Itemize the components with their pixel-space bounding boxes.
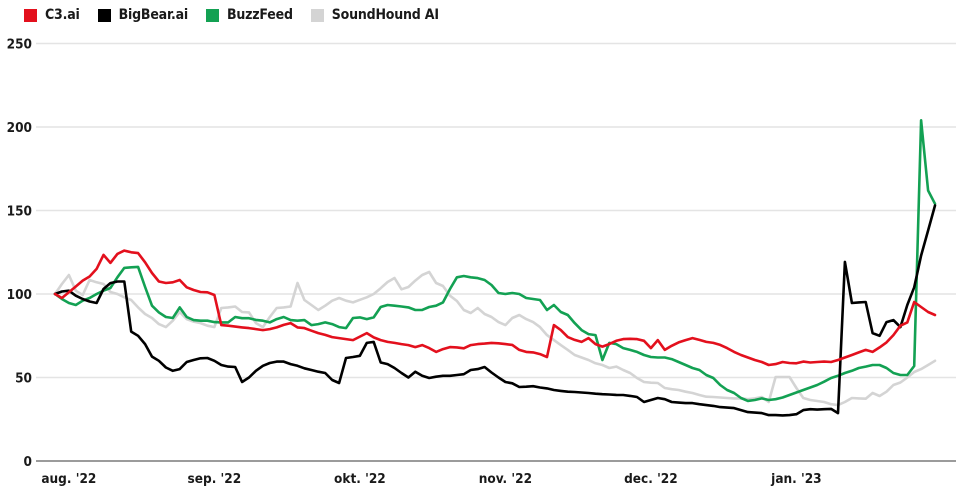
y-axis-tick-label: 100 [7,287,32,303]
legend-label: SoundHound AI [331,7,439,23]
legend-label: BigBear.ai [118,7,189,23]
legend-swatch-icon [206,8,219,22]
y-axis-tick-label: 0 [24,454,32,470]
legend-label: BuzzFeed [227,7,293,23]
x-axis-tick-label: sep. '22 [188,471,242,487]
y-axis-tick-label: 150 [7,204,32,220]
y-axis-tick-label: 250 [7,37,32,53]
legend-item-bigbear-ai: BigBear.ai [97,7,189,23]
series-line-buzzfeed [53,119,937,403]
legend-swatch-icon [310,8,324,22]
legend-swatch-icon [24,8,37,22]
x-axis-tick-label: nov. '22 [479,471,532,487]
legend-item-buzzfeed: BuzzFeed [206,7,293,23]
legend-item-c3-ai: C3.ai [24,7,80,23]
series-line-soundhound-ai [53,270,937,407]
x-axis-tick-label: okt. '22 [334,471,386,487]
legend-swatch-icon [97,8,111,22]
legend-label: C3.ai [45,7,80,23]
legend-item-soundhound-ai: SoundHound AI [310,7,439,23]
series-line-c3-ai [53,249,937,367]
series-line-bigbear-ai [53,204,937,417]
x-axis-tick-label: aug. '22 [41,471,96,487]
x-axis-tick-label: dec. '22 [624,471,678,487]
y-axis-tick-label: 50 [15,371,32,387]
x-axis-tick-label: jan. '23 [770,471,821,487]
y-axis-tick-label: 200 [7,120,32,136]
chart-legend: C3.ai BigBear.ai BuzzFeed SoundHound AI [24,7,439,23]
